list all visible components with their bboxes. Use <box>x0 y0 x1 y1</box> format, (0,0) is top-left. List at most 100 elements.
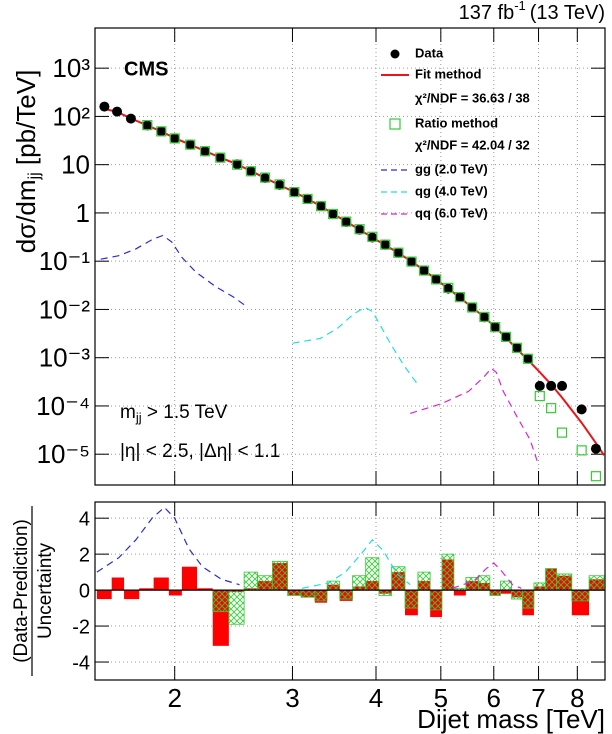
signal-line <box>96 506 240 586</box>
pull-bar <box>352 575 367 591</box>
series-line <box>100 234 246 307</box>
data-marker <box>316 201 327 212</box>
data-marker <box>546 403 557 414</box>
data-marker <box>443 282 454 293</box>
pull-bar <box>111 577 125 591</box>
pull-bar <box>212 589 230 613</box>
pull-bar <box>96 590 112 600</box>
data-marker <box>557 380 568 391</box>
pull-bar <box>489 589 501 596</box>
y-axis-label: dσ/dmjj [pb/TeV] <box>11 70 43 254</box>
y-label-top: (Data-Prediction) <box>11 519 32 663</box>
data-marker <box>289 187 300 198</box>
x-axis-label: Dijet mass [TeV] <box>417 704 605 734</box>
y-label-unit: [pb/TeV] <box>11 70 41 173</box>
series-line <box>410 367 540 466</box>
pull-bar <box>339 589 353 600</box>
data-marker <box>215 152 226 163</box>
legend-marker <box>389 118 401 130</box>
y-tick-label: -4 <box>72 652 90 674</box>
legend-marker <box>390 49 400 59</box>
data-marker <box>479 312 490 323</box>
x-tick-label: 2 <box>167 683 181 713</box>
data-marker <box>142 120 153 131</box>
data-marker <box>156 126 167 137</box>
data-marker <box>185 139 196 150</box>
data-marker <box>245 166 256 177</box>
y-axis-label: (Data-Prediction) Uncertainty <box>11 519 56 663</box>
legend-note: χ²/NDF = 36.63 / 38 <box>415 90 530 105</box>
data-marker <box>112 106 123 117</box>
data-marker <box>490 322 501 333</box>
pull-bar <box>588 575 605 591</box>
pull-bar <box>139 588 154 591</box>
data-marker <box>169 133 180 144</box>
legend-label: Ratio method <box>415 115 498 130</box>
pull-bar <box>391 566 406 591</box>
data-marker <box>431 274 442 285</box>
data-marker <box>546 380 557 391</box>
pull-bar <box>453 590 466 596</box>
lumi: 137 fb <box>459 2 515 24</box>
lumi-sup: -1 <box>514 0 526 13</box>
data-marker <box>590 471 602 482</box>
data-marker <box>431 274 442 285</box>
pull-bar <box>300 589 316 598</box>
y-label-sub: jj <box>26 172 43 180</box>
x-tick-label: 4 <box>369 683 383 713</box>
pull-bar <box>243 571 258 591</box>
pull-bar <box>378 589 392 596</box>
data-marker <box>327 208 339 220</box>
y-tick-label: 1 <box>76 198 90 228</box>
y-tick-label: 10⁻⁵ <box>37 439 90 469</box>
y-tick-label: 10⁻² <box>39 294 91 324</box>
data-marker <box>215 152 226 163</box>
plot-area <box>99 101 605 482</box>
x-tick-label: 3 <box>285 683 299 713</box>
data-marker <box>454 292 465 303</box>
pull-bar <box>545 568 558 591</box>
data-marker <box>490 322 501 333</box>
pull-bar <box>314 589 328 602</box>
y-label: dσ/dm <box>11 179 41 253</box>
x-tick-label: 5 <box>434 683 448 713</box>
lumi-label: 137 fb-1 (13 TeV) <box>459 0 605 24</box>
data-marker <box>512 342 523 353</box>
data-marker <box>199 146 211 157</box>
data-marker <box>354 224 365 235</box>
data-marker <box>534 390 545 402</box>
y-tick-label: 10⁻¹ <box>39 246 91 276</box>
pull-bar <box>500 590 512 594</box>
y-tick-label: 2 <box>79 544 90 566</box>
data-marker <box>354 224 365 235</box>
data-marker <box>99 101 110 112</box>
series-line <box>292 306 418 384</box>
pull-bar <box>465 577 479 591</box>
pull-bar <box>533 582 546 591</box>
data-marker <box>522 353 534 364</box>
data-marker <box>590 443 601 454</box>
data-marker <box>302 193 313 205</box>
pull-bar <box>521 589 535 609</box>
legend-label: qq (6.0 TeV) <box>415 205 488 220</box>
data-marker <box>467 302 478 313</box>
data-marker <box>142 120 153 131</box>
pull-bar <box>287 589 302 596</box>
data-marker <box>501 331 512 342</box>
annotation: m <box>120 402 136 423</box>
legend-label: Data <box>415 45 444 60</box>
data-marker <box>380 239 391 250</box>
data-marker <box>125 113 136 124</box>
data-marker <box>443 283 454 294</box>
data-marker <box>232 159 243 170</box>
data-marker <box>259 172 271 183</box>
pull-bar <box>441 553 455 591</box>
data-marker <box>274 179 285 190</box>
data-marker <box>341 216 352 227</box>
data-marker <box>200 146 211 157</box>
x-tick-label: 7 <box>531 683 545 713</box>
data-marker <box>289 187 300 198</box>
data-marker <box>576 404 587 415</box>
data-marker <box>522 353 533 364</box>
